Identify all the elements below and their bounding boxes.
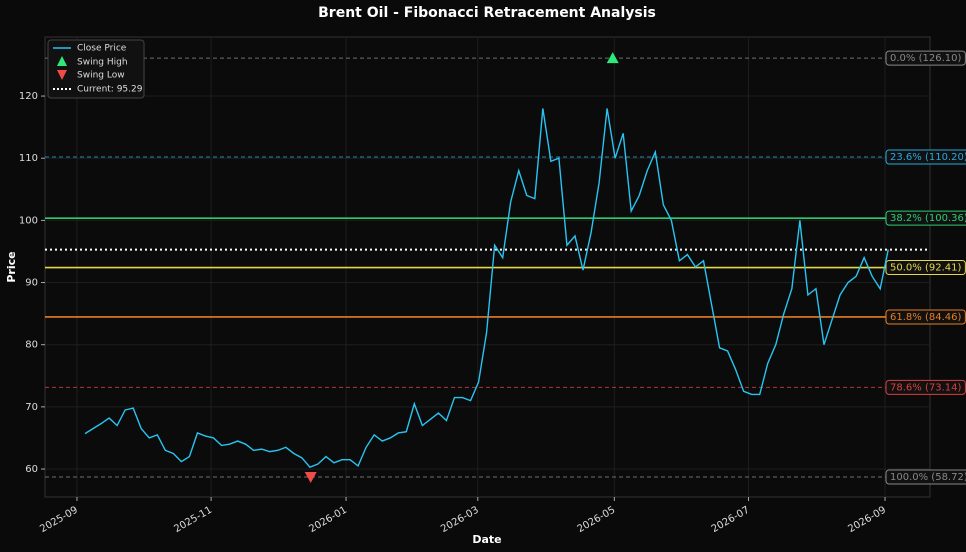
fib-label-box [885,149,966,165]
fib-label-box [885,469,966,485]
legend-swatch [57,70,67,80]
legend-label: Close Price [77,44,127,54]
y-tick-label: 70 [25,402,38,413]
fib-level-label: 78.6% (73.14) [890,382,961,393]
y-tick-label: 80 [25,340,38,351]
fib-level-label: 100.0% (58.72) [890,472,966,483]
fib-label-box [885,50,966,66]
y-tick-label: 90 [25,278,38,289]
close-price-line [84,108,889,468]
fib-level-label: 61.8% (84.46) [890,312,961,323]
y-tick-label: 110 [19,153,38,164]
x-axis-label: Date [472,533,501,546]
legend-label: Current: 95.29 [77,85,143,95]
y-axis-label: Price [5,251,18,282]
legend-label: Swing Low [77,71,125,81]
legend-box [47,39,145,99]
fib-label-box [885,309,966,325]
fib-label-box [885,260,966,276]
swing-low-marker [304,471,317,483]
y-tick-label: 120 [19,91,38,102]
chart-title: Brent Oil - Fibonacci Retracement Analys… [318,5,656,21]
fib-level-label: 0.0% (126.10) [890,53,961,64]
legend-swatch [57,56,67,66]
swing-high-marker [606,52,619,64]
fib-level-label: 23.6% (110.20) [890,152,966,163]
fib-label-box [885,210,966,226]
legend-label: Swing High [77,58,128,68]
y-tick-label: 100 [19,215,38,226]
y-tick-label: 60 [25,464,38,475]
fib-level-label: 50.0% (92.41) [890,263,961,274]
fib-label-box [885,379,966,395]
fib-level-label: 38.2% (100.36) [890,213,966,224]
